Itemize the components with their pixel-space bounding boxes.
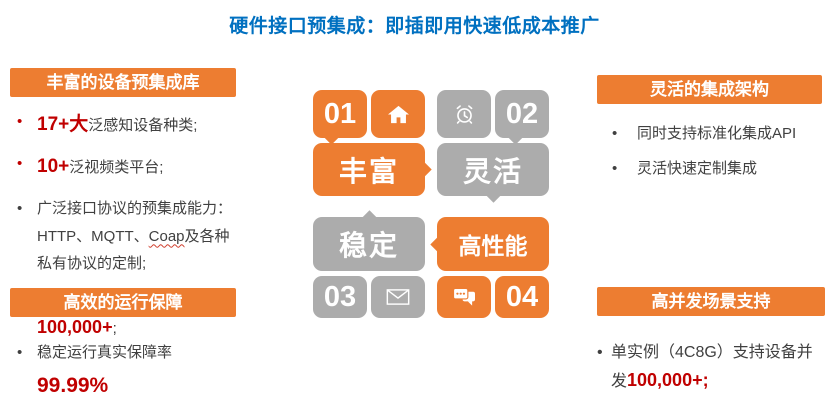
feature-quadrant-4: 高性能 04: [430, 217, 549, 323]
panel-header-run-guarantee: 高效的运行保障: [10, 288, 236, 317]
feature-label: 稳定: [338, 230, 399, 261]
house-icon: [371, 90, 425, 138]
feature-number: 03: [323, 280, 357, 313]
feature-label-box-2: 灵活: [437, 143, 549, 203]
panel-header-concurrency: 高并发场景支持: [597, 287, 825, 316]
bubble-tail: [413, 160, 432, 179]
stat-emphasis: 17+大: [37, 114, 89, 135]
panel-concurrency: 高并发场景支持 单实例（4C8G）支持设备并发100,000+;: [597, 287, 825, 409]
feature-number-badge-1: 01: [313, 90, 367, 145]
stat-emphasis: 10+: [37, 156, 70, 178]
feature-number: 04: [505, 280, 539, 313]
list-item: 17+大泛感知设备种类;: [10, 110, 236, 139]
list-item: 10+泛视频类平台;: [10, 152, 236, 181]
feature-label: 高性能: [458, 233, 528, 259]
item-text: 灵活快速定制集成: [637, 160, 758, 178]
feature-matrix: 01 丰富: [313, 90, 549, 330]
stat-emphasis: 100,000+: [37, 317, 113, 338]
item-text: 单实例（4C8G）支持设备并发: [611, 344, 813, 391]
feature-quadrant-1: 01 丰富: [313, 90, 432, 196]
feature-number: 02: [505, 97, 539, 130]
item-text: 及各种私有协议的定制;: [37, 227, 230, 273]
item-text-spellchecked: Coap: [148, 227, 185, 245]
list-item: 稳定运行真实保障率 99.99%: [10, 341, 236, 403]
panel-header-device-library: 丰富的设备预集成库: [10, 68, 236, 97]
list-item: 广泛接口协议的预集成能力：HTTP、MQTT、Coap及各种私有协议的定制;: [10, 195, 236, 278]
feature-number: 01: [323, 97, 357, 130]
stat-emphasis: 99.99%: [37, 374, 109, 398]
list-item: 灵活快速定制集成: [597, 157, 822, 181]
integration-arch-list: 同时支持标准化集成API 灵活快速定制集成: [597, 122, 822, 181]
stat-emphasis: 100,000+;: [627, 370, 709, 391]
panel-integration-arch: 灵活的集成架构 同时支持标准化集成API 灵活快速定制集成: [597, 75, 822, 193]
item-text: 泛感知设备种类;: [88, 117, 198, 134]
list-item: 单实例（4C8G）支持设备并发100,000+;: [597, 340, 825, 396]
feature-number-badge-4: 04: [495, 276, 549, 318]
bubble-tail: [430, 235, 449, 254]
panel-header-integration-arch: 灵活的集成架构: [597, 75, 822, 104]
feature-quadrant-3: 稳定 03: [313, 210, 425, 323]
envelope-icon: [371, 276, 425, 318]
item-text: ;: [112, 320, 117, 338]
item-text: 泛视频类平台;: [69, 159, 164, 177]
item-text: 广泛接口协议的预集成能力：HTTP、MQTT、: [37, 199, 233, 245]
feature-quadrant-2: 02 灵活: [437, 90, 549, 203]
feature-label: 丰富: [338, 155, 399, 187]
panel-run-guarantee: 高效的运行保障 稳定运行真实保障率 99.99%: [10, 288, 236, 415]
feature-number-badge-2: 02: [495, 90, 549, 145]
feature-label-box-1: 丰富: [313, 143, 432, 196]
list-item: 同时支持标准化集成API: [597, 122, 822, 146]
feature-label-box-3: 稳定: [313, 210, 425, 271]
feature-number-badge-3: 03: [313, 276, 367, 318]
chat-bubbles-icon: [437, 276, 491, 318]
alarm-clock-icon: [437, 90, 491, 138]
feature-label-box-4: 高性能: [430, 217, 549, 271]
feature-label: 灵活: [462, 155, 523, 187]
item-text: 同时支持标准化集成API: [637, 125, 797, 142]
item-text: 稳定运行真实保障率: [37, 344, 173, 361]
page-title: 硬件接口预集成：即插即用快速低成本推广: [229, 16, 600, 37]
